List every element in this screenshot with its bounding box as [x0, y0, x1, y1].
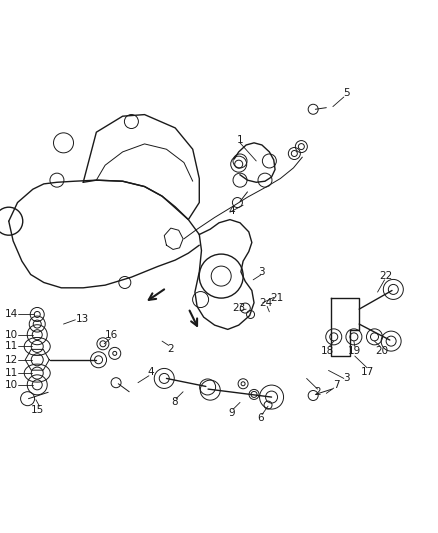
- Text: 12: 12: [4, 355, 18, 365]
- Text: 16: 16: [105, 330, 118, 340]
- Text: 9: 9: [228, 408, 235, 418]
- Text: 11: 11: [4, 368, 18, 378]
- Text: 10: 10: [4, 330, 18, 340]
- Text: 10: 10: [4, 380, 18, 390]
- Text: 2: 2: [314, 387, 321, 397]
- Text: 3: 3: [258, 267, 265, 277]
- Text: 14: 14: [4, 310, 18, 319]
- Text: 17: 17: [361, 367, 374, 377]
- Text: 2: 2: [167, 344, 174, 354]
- Text: 18: 18: [321, 346, 334, 356]
- Text: 5: 5: [343, 88, 350, 98]
- Text: 21: 21: [270, 294, 283, 303]
- Text: 4: 4: [229, 206, 236, 215]
- Text: 22: 22: [379, 271, 392, 281]
- Text: 7: 7: [333, 380, 340, 390]
- Text: 4: 4: [148, 367, 155, 377]
- Text: 8: 8: [171, 398, 178, 407]
- Text: 3: 3: [343, 374, 350, 383]
- Text: 20: 20: [375, 346, 389, 356]
- Text: 15: 15: [31, 406, 44, 415]
- Text: 23: 23: [232, 303, 245, 313]
- Text: 24: 24: [260, 298, 273, 308]
- Text: 13: 13: [76, 314, 89, 324]
- Text: 6: 6: [257, 414, 264, 423]
- Text: 19: 19: [348, 346, 361, 356]
- Text: 11: 11: [4, 342, 18, 351]
- Text: 1: 1: [237, 135, 244, 144]
